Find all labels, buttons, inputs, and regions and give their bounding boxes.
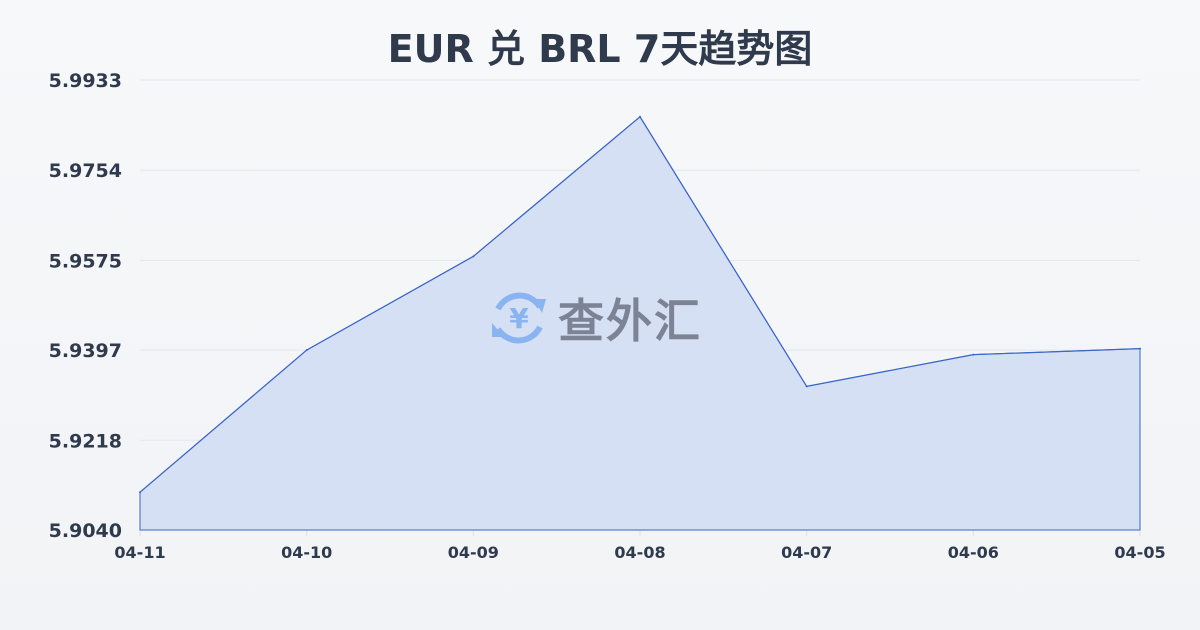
x-tick-label: 04-05 xyxy=(1114,543,1165,562)
data-point xyxy=(1139,347,1141,350)
data-point xyxy=(305,349,308,352)
svg-text:¥: ¥ xyxy=(509,302,529,335)
y-tick-label: 5.9933 xyxy=(49,70,122,92)
watermark-text: 查外汇 xyxy=(558,294,702,348)
x-tick-label: 04-06 xyxy=(948,543,999,562)
x-tick-label: 04-07 xyxy=(781,543,832,562)
y-tick-label: 5.9218 xyxy=(49,430,122,452)
x-tick-label: 04-10 xyxy=(281,543,332,562)
chart-title: EUR 兑 BRL 7天趋势图 xyxy=(387,27,813,71)
y-tick-label: 5.9397 xyxy=(49,340,122,362)
y-tick-label: 5.9040 xyxy=(49,520,122,542)
y-tick-label: 5.9575 xyxy=(49,250,122,272)
data-point xyxy=(972,353,975,356)
data-point xyxy=(139,491,141,494)
x-tick-label: 04-11 xyxy=(114,543,165,562)
y-tick-label: 5.9754 xyxy=(49,160,122,182)
x-tick-label: 04-09 xyxy=(448,543,499,562)
data-point xyxy=(805,385,808,388)
yen-exchange-icon: ¥ xyxy=(492,292,546,344)
data-point xyxy=(472,255,475,258)
x-tick-label: 04-08 xyxy=(614,543,665,562)
watermark: ¥ 查外汇 xyxy=(488,285,702,351)
data-point xyxy=(639,115,641,118)
